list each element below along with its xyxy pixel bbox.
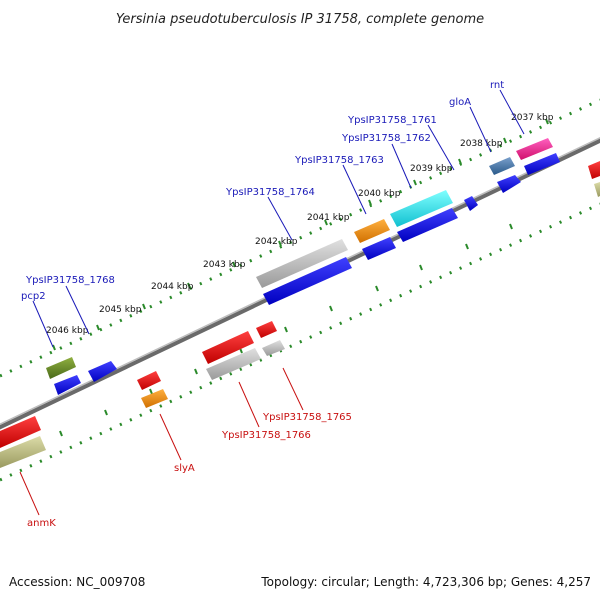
major-ticks xyxy=(52,118,549,437)
scale-label: 2045 kbp xyxy=(99,305,142,315)
feature-cds[interactable] xyxy=(206,348,261,380)
feature-YpsIP31758_1765[interactable] xyxy=(256,321,277,338)
forward-gene-labels: rnt gloA YpsIP31758_1761 YpsIP31758_1762… xyxy=(21,80,504,302)
feature-rnt[interactable] xyxy=(516,138,553,160)
gene-label-1764[interactable]: YpsIP31758_1764 xyxy=(225,187,315,198)
scale-label: 2040 kbp xyxy=(358,189,401,199)
reverse-features xyxy=(0,321,285,468)
forward-leaders xyxy=(32,89,525,348)
gene-label-rnt[interactable]: rnt xyxy=(490,80,504,91)
gene-label-pcp2[interactable]: pcp2 xyxy=(21,291,46,302)
scale-label: 2044 kbp xyxy=(151,282,194,292)
feature-YpsIP31758_1763[interactable] xyxy=(354,219,390,243)
scale-label: 2041 kbp xyxy=(307,213,350,223)
feature-cds[interactable] xyxy=(362,237,396,260)
feature-cds[interactable] xyxy=(588,161,600,179)
genome-summary-text: Topology: circular; Length: 4,723,306 bp… xyxy=(260,575,591,589)
gene-label-1763[interactable]: YpsIP31758_1763 xyxy=(294,155,384,166)
feature-cds[interactable] xyxy=(397,208,458,242)
reverse-leaders xyxy=(19,367,304,516)
outer-tick-track xyxy=(0,98,600,378)
feature-cds[interactable] xyxy=(0,436,46,468)
reverse-gene-labels: YpsIP31758_1765 YpsIP31758_1766 slyA anm… xyxy=(27,412,352,529)
feature-cds[interactable] xyxy=(54,375,81,395)
feature-YpsIP31758_1764[interactable] xyxy=(256,239,348,288)
feature-cds[interactable] xyxy=(263,257,352,305)
feature-pcp2[interactable] xyxy=(46,357,76,379)
feature-YpsIP31758_1766[interactable] xyxy=(202,331,254,364)
scale-label: 2038 kbp xyxy=(460,139,503,149)
scale-label: 2039 kbp xyxy=(410,164,453,174)
feature-cds[interactable] xyxy=(497,175,521,193)
feature-cds[interactable] xyxy=(594,182,600,197)
feature-slyA[interactable] xyxy=(137,371,161,390)
gene-label-1766[interactable]: YpsIP31758_1766 xyxy=(221,430,311,441)
gene-label-1768[interactable]: YpsIP31758_1768 xyxy=(25,275,115,286)
feature-cds[interactable] xyxy=(524,153,560,175)
gene-label-1765[interactable]: YpsIP31758_1765 xyxy=(262,412,352,423)
feature-cds[interactable] xyxy=(141,389,168,408)
gene-label-anmK[interactable]: anmK xyxy=(27,518,56,529)
feature-YpsIP31758_1761[interactable] xyxy=(390,190,453,227)
scale-label: 2037 kbp xyxy=(511,113,554,123)
feature-cds[interactable] xyxy=(262,340,285,356)
scale-label: 2043 kbp xyxy=(203,260,246,270)
feature-gloA[interactable] xyxy=(489,157,515,175)
map-title: Yersinia pseudotuberculosis IP 31758, co… xyxy=(116,12,484,27)
accession-text: Accession: NC_009708 xyxy=(9,575,145,589)
gene-label-1761[interactable]: YpsIP31758_1761 xyxy=(347,115,437,126)
scale-label: 2046 kbp xyxy=(46,326,89,336)
forward-features xyxy=(46,138,600,395)
feature-cds[interactable] xyxy=(464,196,478,211)
scale-label: 2042 kbp xyxy=(255,237,298,247)
inner-tick-track xyxy=(0,202,600,482)
feature-YpsIP31758_1768[interactable] xyxy=(88,361,117,382)
scale-labels: 2037 kbp 2038 kbp 2039 kbp 2040 kbp 2041… xyxy=(46,113,554,336)
gene-label-slyA[interactable]: slyA xyxy=(174,463,195,474)
gene-label-gloA[interactable]: gloA xyxy=(449,97,471,108)
feature-anmK[interactable] xyxy=(0,416,41,448)
gene-label-1762[interactable]: YpsIP31758_1762 xyxy=(341,133,431,144)
